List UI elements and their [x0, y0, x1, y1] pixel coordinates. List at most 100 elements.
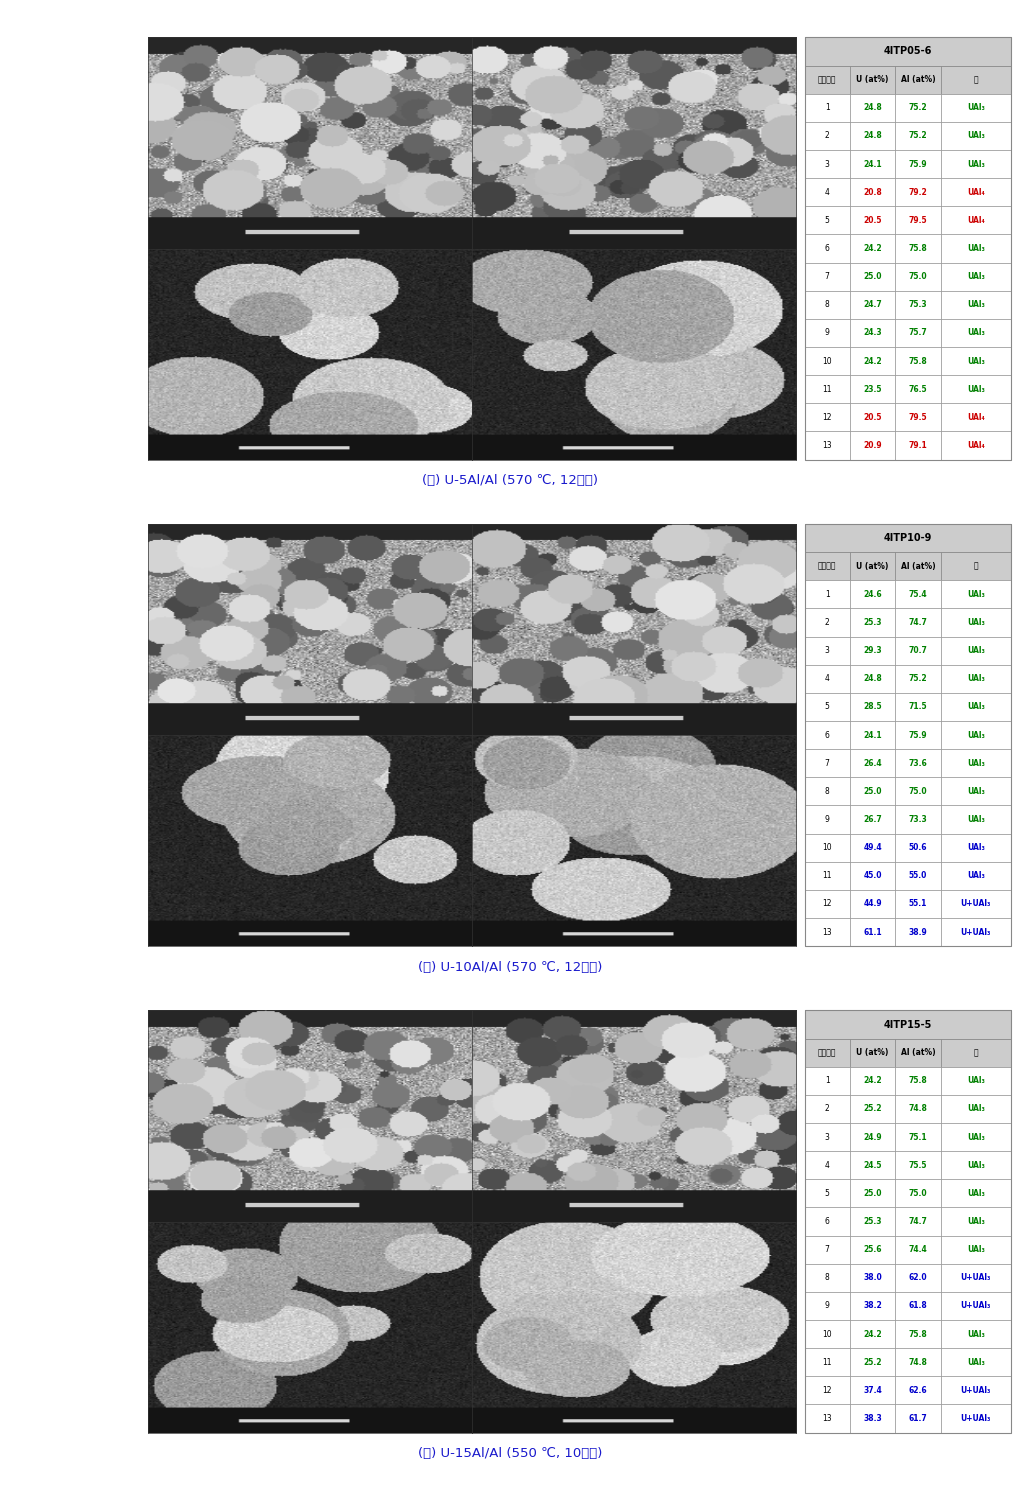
Bar: [895, 150, 940, 178]
Text: UAl₃: UAl₃: [967, 1246, 984, 1254]
Bar: [849, 66, 895, 94]
Text: 24.2: 24.2: [864, 356, 882, 365]
Text: 38.3: 38.3: [863, 1415, 882, 1424]
Bar: [895, 777, 940, 805]
Bar: [805, 1151, 849, 1180]
Bar: [940, 1039, 1011, 1067]
Bar: [895, 66, 940, 94]
Bar: [940, 319, 1011, 347]
Text: 25.0: 25.0: [864, 1189, 882, 1198]
Text: Al (at%): Al (at%): [901, 561, 935, 570]
Bar: [849, 1039, 895, 1067]
Bar: [940, 805, 1011, 834]
Text: U (at%): U (at%): [857, 1048, 889, 1057]
Text: 24.8: 24.8: [863, 674, 882, 683]
Bar: [849, 207, 895, 235]
Bar: [940, 1263, 1011, 1292]
Bar: [805, 1349, 849, 1376]
Text: 4ITP05-6: 4ITP05-6: [883, 46, 932, 57]
Text: UAl₃: UAl₃: [967, 814, 984, 823]
Bar: [940, 1235, 1011, 1263]
Bar: [895, 403, 940, 431]
Bar: [805, 262, 849, 290]
Text: 24.2: 24.2: [864, 1329, 882, 1338]
Text: UAl₃: UAl₃: [967, 787, 984, 796]
Bar: [849, 290, 895, 319]
Bar: [940, 748, 1011, 777]
Text: UAl₃: UAl₃: [967, 702, 984, 711]
Bar: [849, 1094, 895, 1123]
Bar: [805, 862, 849, 889]
Text: 스펙트럼: 스펙트럼: [818, 561, 836, 570]
Bar: [940, 1208, 1011, 1235]
Text: UAl₃: UAl₃: [967, 1217, 984, 1226]
Bar: [895, 207, 940, 235]
Text: 4ITP15-5: 4ITP15-5: [883, 1019, 932, 1030]
Bar: [849, 862, 895, 889]
Bar: [895, 1320, 940, 1349]
Text: UAl₃: UAl₃: [967, 871, 984, 880]
Bar: [895, 1123, 940, 1151]
Bar: [849, 319, 895, 347]
Text: 24.8: 24.8: [863, 103, 882, 112]
Bar: [849, 777, 895, 805]
Text: 75.9: 75.9: [909, 160, 927, 169]
Bar: [849, 1067, 895, 1094]
Bar: [895, 1067, 940, 1094]
Text: 스펙트럼: 스펙트럼: [818, 1048, 836, 1057]
Text: 13: 13: [823, 928, 832, 937]
Text: UAl₃: UAl₃: [967, 647, 984, 656]
Text: 29.3: 29.3: [864, 647, 882, 656]
Bar: [849, 918, 895, 946]
Text: 12: 12: [823, 413, 832, 422]
Text: 74.8: 74.8: [909, 1105, 927, 1114]
Text: UAl₃: UAl₃: [967, 272, 984, 281]
Text: 75.5: 75.5: [909, 1160, 927, 1169]
Text: 24.9: 24.9: [864, 1133, 882, 1142]
Text: 79.2: 79.2: [909, 187, 927, 196]
Text: 11: 11: [823, 871, 832, 880]
Bar: [895, 1235, 940, 1263]
Bar: [940, 1123, 1011, 1151]
Bar: [805, 1320, 849, 1349]
Bar: [805, 37, 1011, 66]
Bar: [940, 636, 1011, 665]
Text: 1: 1: [825, 590, 830, 599]
Bar: [940, 1151, 1011, 1180]
Bar: [805, 665, 849, 693]
Text: 75.2: 75.2: [909, 103, 927, 112]
Bar: [895, 262, 940, 290]
Bar: [940, 94, 1011, 121]
Bar: [895, 862, 940, 889]
Text: 24.7: 24.7: [863, 301, 882, 310]
Bar: [849, 581, 895, 608]
Bar: [805, 1039, 849, 1067]
Bar: [895, 834, 940, 862]
Text: 24.2: 24.2: [864, 244, 882, 253]
Text: UAl₄: UAl₄: [967, 216, 984, 225]
Bar: [849, 1151, 895, 1180]
Bar: [940, 262, 1011, 290]
Bar: [940, 608, 1011, 636]
Text: 6: 6: [825, 731, 830, 740]
Text: UAl₃: UAl₃: [967, 1076, 984, 1085]
Text: 2: 2: [825, 1105, 830, 1114]
Text: 75.0: 75.0: [909, 1189, 927, 1198]
Text: 10: 10: [823, 356, 832, 365]
Text: 74.7: 74.7: [909, 1217, 927, 1226]
Bar: [849, 748, 895, 777]
Text: 24.1: 24.1: [864, 160, 882, 169]
Bar: [895, 431, 940, 460]
Bar: [940, 178, 1011, 207]
Bar: [895, 805, 940, 834]
Text: UAl₃: UAl₃: [967, 843, 984, 852]
Text: 25.0: 25.0: [864, 272, 882, 281]
Text: 13: 13: [823, 442, 832, 451]
Text: 7: 7: [825, 759, 830, 768]
Text: 13: 13: [823, 1415, 832, 1424]
Bar: [805, 805, 849, 834]
Text: 4: 4: [825, 1160, 830, 1169]
Text: 4ITP10-9: 4ITP10-9: [883, 533, 932, 543]
Text: 7: 7: [825, 1246, 830, 1254]
Bar: [849, 1320, 895, 1349]
